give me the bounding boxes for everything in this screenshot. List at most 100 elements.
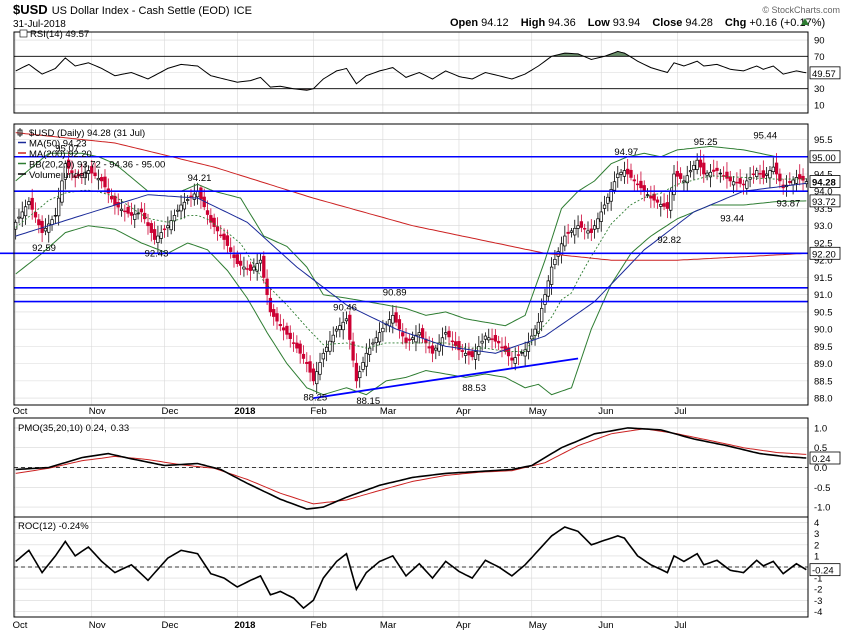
candle-body (592, 225, 597, 230)
high-label: High (521, 17, 546, 29)
price-annotation: 92.59 (32, 243, 56, 254)
x-axis: Oct Nov Dec 2018 Feb Mar Apr May Jun Jul Oct Nov Dec… (13, 406, 687, 631)
candle-body (265, 278, 269, 296)
x-axis-label: Dec (162, 406, 179, 417)
candle-body (129, 212, 134, 216)
candle-body (119, 208, 124, 211)
close-label: Close (652, 17, 682, 29)
candle-body (645, 194, 650, 196)
candle-body (764, 173, 769, 176)
x-axis-label: Oct (13, 620, 28, 631)
x-axis-label: Mar (380, 406, 396, 417)
price-tick-label: 88.0 (814, 394, 833, 405)
candle-body (745, 180, 749, 189)
roc-tick-label: 1 (814, 551, 819, 562)
roc-last-value-box (809, 563, 841, 577)
candle-body (526, 342, 531, 352)
roc-frame (13, 516, 809, 618)
x-axis-label: Mar (380, 620, 396, 631)
candle-body (801, 175, 805, 181)
chart-instrument-name: US Dollar Index - Cash Settle (EOD) (52, 5, 230, 17)
candle-body (715, 167, 719, 171)
candle-body (688, 170, 693, 173)
candle-body (358, 371, 362, 379)
candle-body (367, 347, 372, 355)
roc-legend: ROC(12) -0.24% (18, 521, 89, 532)
rsi-tick-label: 70 (814, 52, 825, 63)
x-axis-label: 2018 (234, 620, 255, 631)
high-value: 94.36 (548, 17, 576, 29)
candle-body (798, 174, 802, 180)
candle-body (741, 183, 746, 186)
candle-body (731, 181, 736, 186)
candle-body (619, 171, 623, 175)
candle-body (778, 173, 782, 182)
candle-body (328, 340, 332, 352)
candle-body (427, 346, 431, 349)
candle-body (454, 341, 458, 346)
candle-body (96, 177, 101, 181)
price-annotation: 90.89 (383, 287, 407, 298)
candle-body (649, 195, 653, 199)
price-badge: 93.72 (812, 197, 836, 208)
candle-body (338, 325, 342, 330)
candle-body (533, 328, 537, 336)
candle-body (354, 362, 359, 382)
candle-body (162, 228, 167, 231)
candle-body (80, 173, 84, 175)
candle-body (109, 196, 114, 200)
candle-body (83, 171, 87, 179)
x-axis-label: May (529, 406, 547, 417)
candle-body (665, 202, 670, 209)
candle-body (90, 166, 94, 174)
rsi-overbought-fill (15, 51, 807, 57)
low-value: 93.94 (613, 17, 641, 29)
candle-body (675, 170, 679, 177)
candle-body (417, 332, 421, 336)
candle-body (626, 168, 630, 175)
roc-tick-label: 4 (814, 518, 819, 529)
candle-body (225, 235, 230, 246)
candle-body (288, 332, 292, 339)
candle-body (652, 193, 656, 201)
candle-body (156, 235, 160, 243)
candle-body (391, 315, 395, 324)
chg-label: Chg (725, 17, 746, 29)
candle-body (272, 309, 276, 317)
candle-body (341, 321, 345, 331)
candle-body (17, 216, 21, 219)
price-frame (13, 123, 809, 406)
candle-body (63, 163, 67, 180)
candle-body (487, 337, 491, 341)
candle-body (126, 206, 130, 214)
candle-body (672, 173, 676, 196)
candle-body (602, 204, 607, 209)
candle-body (318, 362, 322, 375)
candle-body (662, 203, 666, 207)
candle-body (371, 342, 375, 345)
candle-body (411, 337, 415, 340)
candle-body (169, 220, 173, 231)
candle-body (788, 181, 792, 183)
candle-body (510, 357, 514, 361)
price-panel: 95.595.094.594.093.593.092.592.091.591.0… (0, 123, 841, 407)
candle-body (470, 351, 474, 358)
candle-body (596, 218, 600, 229)
candle-body (473, 351, 478, 360)
price-annotation: 95.44 (753, 131, 777, 142)
x-axis-label: Oct (13, 406, 28, 417)
candle-body (311, 368, 316, 382)
pmo-tick-label: -1.0 (814, 503, 830, 514)
candle-body (738, 178, 742, 184)
candle-body (698, 159, 703, 168)
price-tick-label: 89.0 (814, 359, 833, 370)
candle-body (229, 247, 233, 252)
candle-body (209, 215, 213, 223)
candle-body (348, 314, 352, 340)
x-axis-label: Jun (598, 620, 613, 631)
candle-body (232, 254, 236, 258)
price-tick-label: 90.0 (814, 325, 833, 336)
pmo-last-value: 0.24 (812, 454, 831, 465)
candle-body (639, 180, 643, 189)
candle-body (447, 330, 451, 338)
